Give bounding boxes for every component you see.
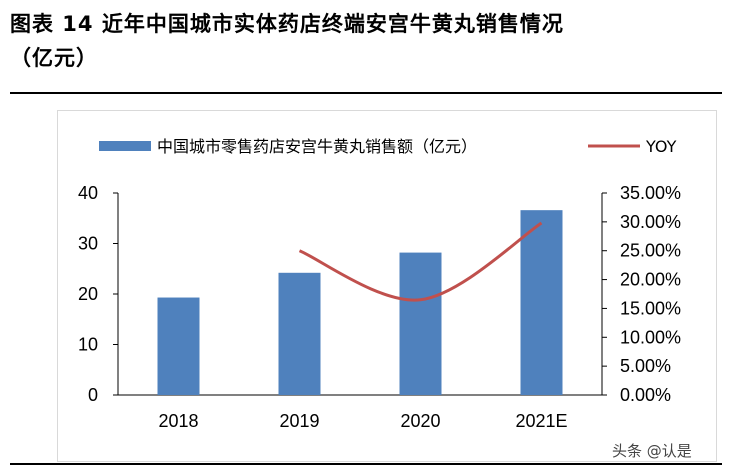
bar [520,210,563,395]
left-tick-label: 40 [78,183,98,203]
x-tick-label: 2019 [279,411,319,431]
right-tick-label: 25.00% [620,241,681,261]
left-tick-label: 20 [78,284,98,304]
right-tick-label: 10.00% [620,327,681,347]
right-tick-label: 35.00% [620,183,681,203]
legend-bar-label: 中国城市零售药店安宫牛黄丸销售额（亿元） [157,137,477,156]
top-rule [10,92,722,94]
watermark: 头条 @认是 [612,442,692,460]
bar [399,252,442,395]
legend: 中国城市零售药店安宫牛黄丸销售额（亿元） YOY [99,137,677,156]
right-tick-label: 0.00% [620,385,671,405]
x-tick-label: 2021E [515,411,567,431]
right-tick-label: 20.00% [620,270,681,290]
right-tick-label: 15.00% [620,298,681,318]
bar [157,297,200,395]
left-tick-label: 10 [78,335,98,355]
x-tick-label: 2020 [400,411,440,431]
bottom-rule [10,463,722,465]
bar [278,272,321,395]
plot-area: 0 10 20 30 40 0.00% 5.00% 10.00% 15.00% 20.00% 25.… [78,183,681,431]
figure-title-line2: （亿元） [10,46,98,70]
left-tick-label: 30 [78,234,98,254]
figure-title-line1: 图表 14 近年中国城市实体药店终端安宫牛黄丸销售情况 [10,12,564,36]
chart-frame [57,110,717,462]
legend-bar-swatch [99,141,151,151]
right-tick-label: 5.00% [620,356,671,376]
right-tick-label: 30.00% [620,212,681,232]
legend-line-label: YOY [645,137,677,156]
yoy-line [298,221,543,302]
x-tick-label: 2018 [158,411,198,431]
left-tick-label: 0 [88,385,98,405]
